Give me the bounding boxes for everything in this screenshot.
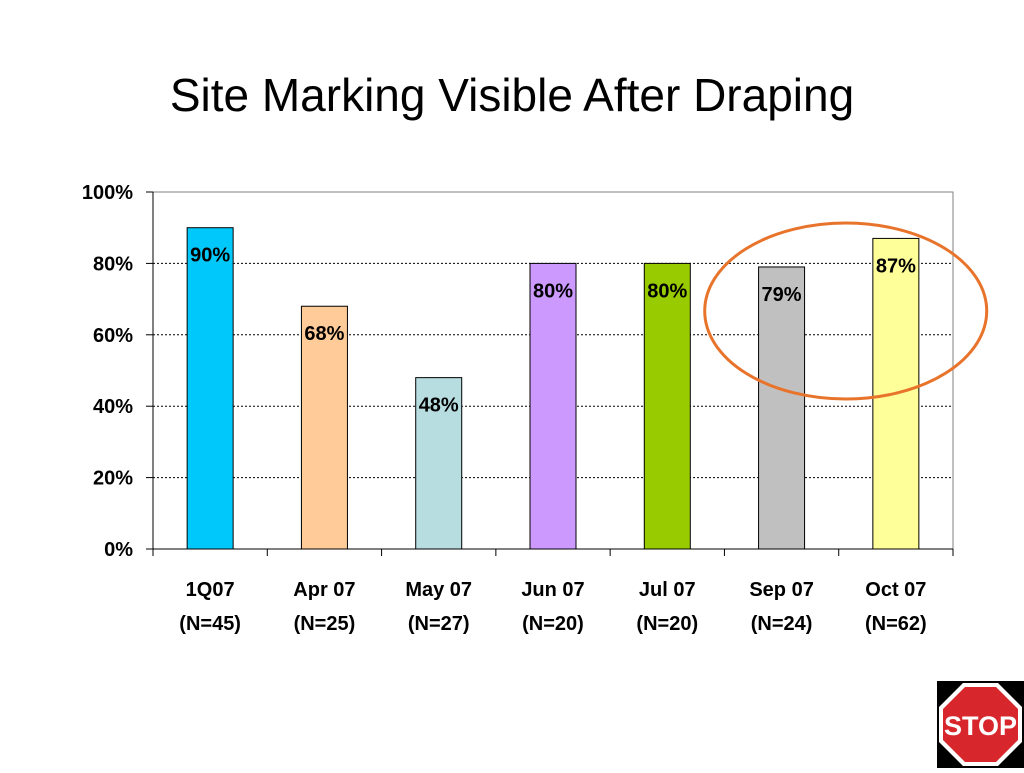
- y-tick-label: 0%: [104, 539, 133, 561]
- data-label: 48%: [419, 395, 459, 417]
- category-sublabel: (N=45): [179, 613, 241, 635]
- data-label: 80%: [533, 280, 573, 302]
- category-sublabel: (N=20): [636, 613, 698, 635]
- data-label: 68%: [304, 323, 344, 345]
- data-label: 79%: [762, 284, 802, 306]
- category-label: Jun 07: [521, 579, 584, 601]
- category-label: May 07: [405, 579, 472, 601]
- bar-jul-07: [643, 262, 691, 550]
- highlight-ellipse-layer: [703, 221, 989, 401]
- stop-sign-text: STOP: [944, 711, 1017, 741]
- category-sublabel: (N=62): [865, 613, 927, 635]
- data-label: 80%: [647, 280, 687, 302]
- bar-sep-07: [758, 266, 806, 550]
- y-tick-label: 40%: [93, 396, 133, 418]
- y-tick-label: 80%: [93, 253, 133, 275]
- category-sublabel: (N=20): [522, 613, 584, 635]
- category-label: Jul 07: [639, 579, 696, 601]
- category-labels: 1Q07 (N=45) Apr 07 (N=25) May 07 (N=27) Jun 07…: [179, 579, 926, 635]
- data-label: 87%: [876, 255, 916, 277]
- highlight-ellipse: [703, 221, 989, 401]
- bar-jun-07: [529, 262, 577, 550]
- y-tick-label: 100%: [82, 182, 133, 204]
- data-label: 90%: [190, 245, 230, 267]
- slide-title: Site Marking Visible After Draping: [169, 69, 855, 121]
- category-sublabel: (N=24): [751, 613, 813, 635]
- y-tick-label: 60%: [93, 325, 133, 347]
- category-sublabel: (N=25): [294, 613, 356, 635]
- stop-sign-icon: STOP: [937, 681, 1024, 768]
- bar-1q07: [186, 227, 234, 550]
- category-label: Oct 07: [865, 579, 926, 601]
- tick-labels: 0% 20% 40% 60% 80% 100%: [82, 182, 133, 561]
- category-sublabel: (N=27): [408, 613, 470, 635]
- category-label: Sep 07: [749, 579, 813, 601]
- category-label: Apr 07: [293, 579, 355, 601]
- bar-apr-07: [300, 305, 348, 550]
- data-labels: 90% 68% 48% 80% 80% 79% 87%: [190, 245, 916, 417]
- y-tick-label: 20%: [93, 468, 133, 490]
- category-label: 1Q07: [186, 579, 235, 601]
- bar-may-07: [415, 377, 463, 550]
- bars: [186, 227, 920, 550]
